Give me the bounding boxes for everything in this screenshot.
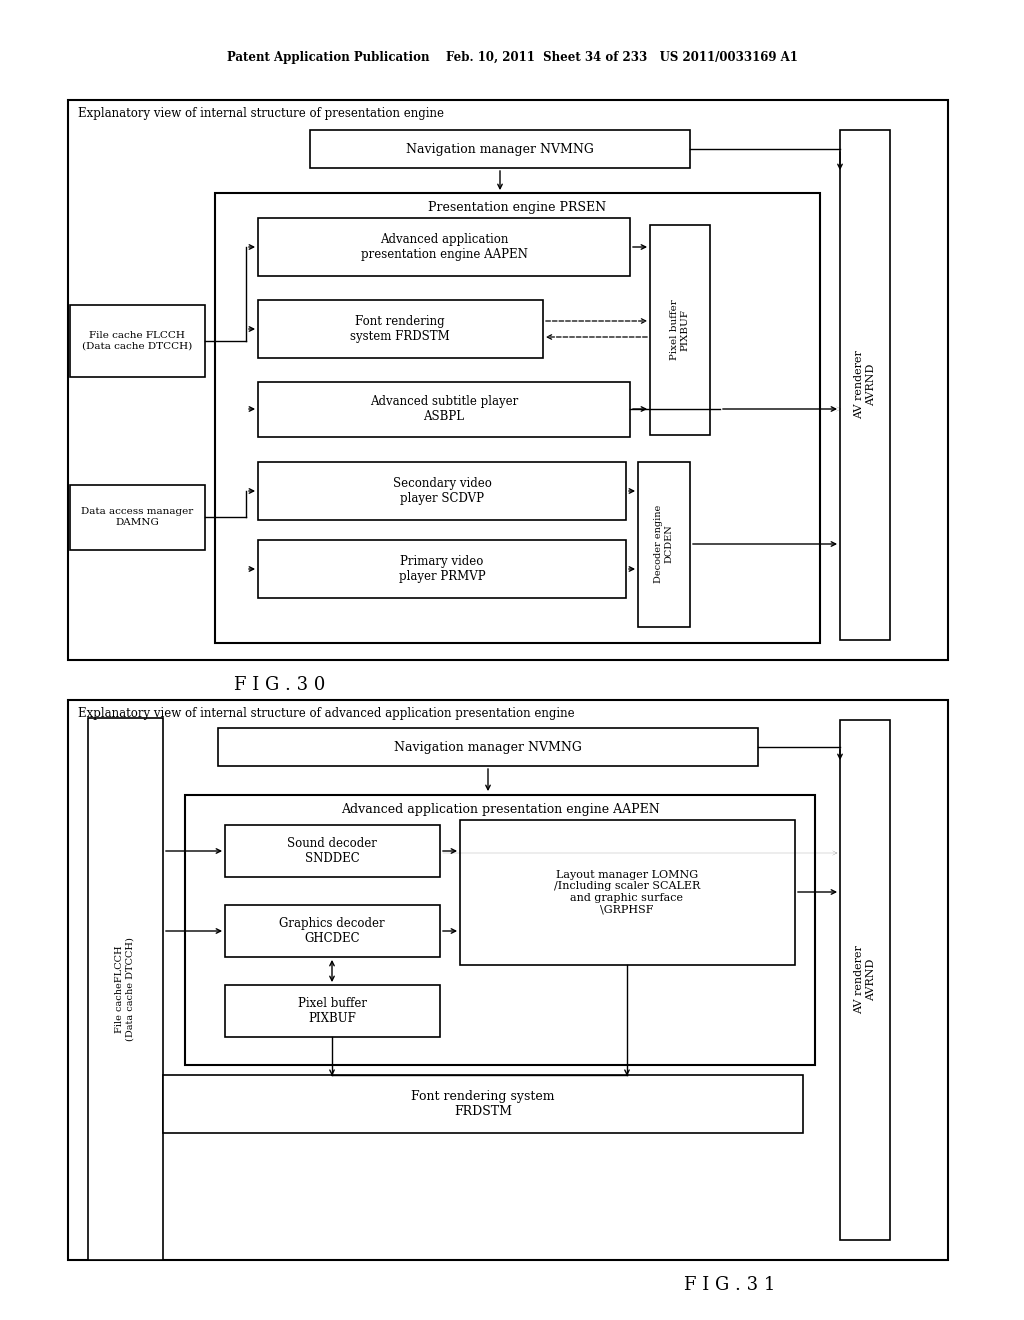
Bar [70, 305, 205, 378]
Bar [840, 719, 890, 1239]
Text: Advanced application presentation engine AAPEN: Advanced application presentation engine… [341, 803, 659, 816]
Bar [650, 224, 710, 436]
Bar [258, 540, 626, 598]
Bar [258, 218, 630, 276]
Text: Decoder engine
DCDEN: Decoder engine DCDEN [654, 504, 674, 583]
Text: AV renderer
AVRND: AV renderer AVRND [854, 351, 876, 420]
Text: Advanced application
presentation engine AAPEN: Advanced application presentation engine… [360, 234, 527, 261]
Bar [88, 718, 163, 1261]
Text: Explanatory view of internal structure of presentation engine: Explanatory view of internal structure o… [78, 107, 444, 120]
Bar [68, 100, 948, 660]
Bar [218, 729, 758, 766]
Bar [225, 906, 440, 957]
Text: Data access manager
DAMNG: Data access manager DAMNG [81, 507, 194, 527]
Text: Graphics decoder
GHCDEC: Graphics decoder GHCDEC [280, 917, 385, 945]
Bar [70, 484, 205, 550]
Text: F I G . 3 1: F I G . 3 1 [684, 1276, 776, 1294]
Text: Pixel buffer
PIXBUF: Pixel buffer PIXBUF [671, 300, 690, 360]
Bar [225, 825, 440, 876]
Bar [215, 193, 820, 643]
Bar [258, 381, 630, 437]
Text: Sound decoder
SNDDEC: Sound decoder SNDDEC [287, 837, 377, 865]
Bar [185, 795, 815, 1065]
Bar [68, 700, 948, 1261]
Bar [310, 129, 690, 168]
Text: Explanatory view of internal structure of advanced application presentation engi: Explanatory view of internal structure o… [78, 708, 574, 721]
Bar [258, 300, 543, 358]
Text: Navigation manager NVMNG: Navigation manager NVMNG [407, 143, 594, 156]
Text: Layout manager LOMNG
/Including scaler SCALER
and graphic surface
\GRPHSF: Layout manager LOMNG /Including scaler S… [554, 870, 700, 915]
Bar [638, 462, 690, 627]
Bar [840, 129, 890, 640]
Text: Presentation engine PRSEN: Presentation engine PRSEN [428, 201, 606, 214]
Text: Advanced subtitle player
ASBPL: Advanced subtitle player ASBPL [370, 395, 518, 422]
Text: File cache FLCCH
(Data cache DTCCH): File cache FLCCH (Data cache DTCCH) [82, 331, 193, 351]
Text: F I G . 3 0: F I G . 3 0 [234, 676, 326, 694]
Text: Navigation manager NVMNG: Navigation manager NVMNG [394, 741, 582, 754]
Bar [225, 985, 440, 1038]
Bar [163, 1074, 803, 1133]
Text: Font rendering system
FRDSTM: Font rendering system FRDSTM [412, 1090, 555, 1118]
Text: File cacheFLCCH
(Data cache DTCCH): File cacheFLCCH (Data cache DTCCH) [116, 937, 135, 1041]
Text: Patent Application Publication    Feb. 10, 2011  Sheet 34 of 233   US 2011/00331: Patent Application Publication Feb. 10, … [226, 51, 798, 65]
Text: Primary video
player PRMVP: Primary video player PRMVP [398, 554, 485, 583]
Text: Font rendering
system FRDSTM: Font rendering system FRDSTM [350, 315, 450, 343]
Text: Pixel buffer
PIXBUF: Pixel buffer PIXBUF [298, 997, 367, 1026]
Text: Secondary video
player SCDVP: Secondary video player SCDVP [392, 477, 492, 506]
Bar [460, 820, 795, 965]
Bar [258, 462, 626, 520]
Text: AV renderer
AVRND: AV renderer AVRND [854, 945, 876, 1015]
